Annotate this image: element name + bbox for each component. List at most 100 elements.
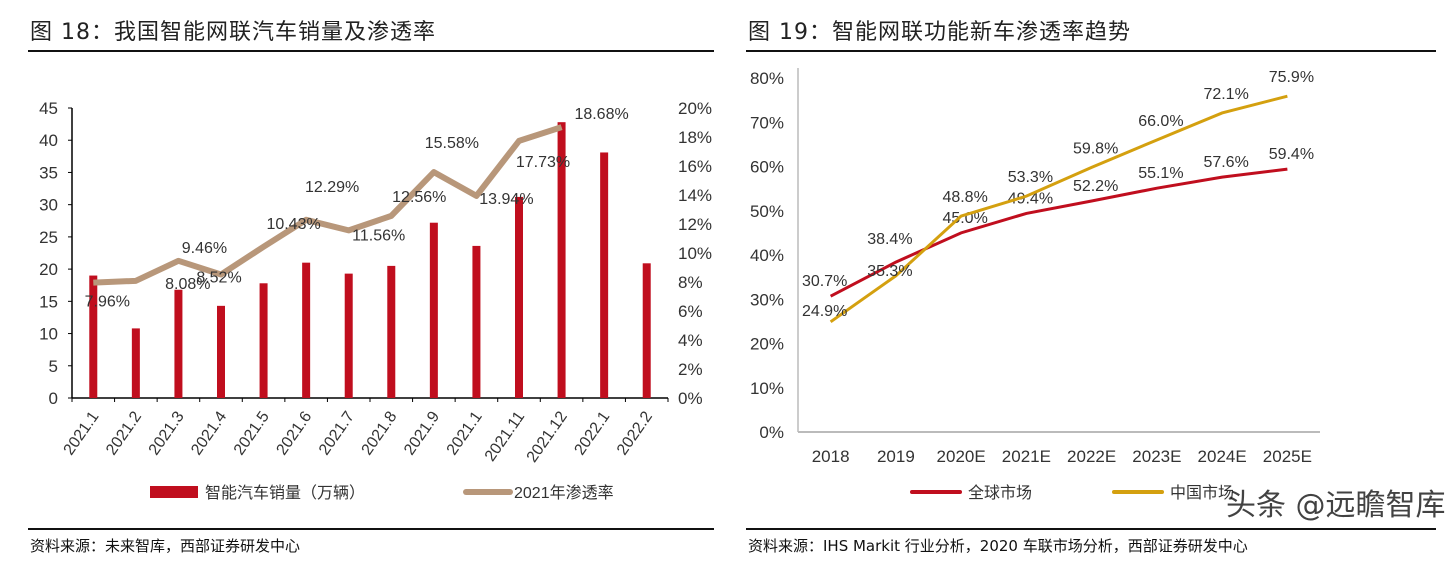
bar [515,196,523,398]
right-y-tick-label: 12% [678,215,712,234]
x-tick-label: 2021.4 [188,408,230,458]
left-y-tick-label: 40 [39,131,58,150]
data-label: 8.08% [165,276,210,293]
data-label: 53.3% [1008,169,1053,186]
left-y-tick-label: 15 [39,292,58,311]
bar [302,262,311,398]
y-tick-label: 10% [750,379,784,398]
bar [600,152,609,398]
y-tick-label: 40% [750,246,784,265]
data-label: 59.4% [1269,146,1314,163]
y-tick-label: 20% [750,335,784,354]
data-label: 15.58% [425,135,479,152]
x-tick-label: 2022E [1067,447,1116,466]
x-tick-label: 2022.1 [571,408,613,458]
right-y-tick-label: 2% [678,360,703,379]
left-y-tick-label: 0 [49,389,58,408]
data-label: 35.3% [867,263,912,280]
data-label: 24.9% [802,303,847,320]
right-y-tick-label: 10% [678,244,712,263]
x-tick-label: 2024E [1198,447,1247,466]
y-tick-label: 0% [759,423,784,442]
right-source: 资料来源：IHS Markit 行业分析，2020 车联市场分析，西部证券研发中… [748,537,1248,555]
data-label: 9.46% [182,240,227,257]
left-y-tick-label: 10 [39,325,58,344]
right-y-tick-label: 4% [678,331,703,350]
data-label: 18.68% [574,106,628,123]
right-y-tick-label: 16% [678,157,712,176]
right-title-rule [746,50,1436,52]
data-label: 12.29% [305,179,359,196]
bar [429,222,438,398]
legend-label-global: 全球市场 [968,484,1032,502]
x-tick-label: 2021E [1002,447,1051,466]
x-tick-label: 2020E [937,447,986,466]
left-y-tick-label: 45 [39,99,58,118]
data-label: 13.94% [479,191,533,208]
y-tick-label: 80% [750,69,784,88]
bar [387,265,396,398]
global-line [829,167,1288,298]
data-label: 11.56% [352,227,405,244]
right-y-tick-label: 14% [678,186,712,205]
bar [131,328,140,398]
bar [557,122,566,398]
data-label: 30.7% [802,273,847,290]
x-tick-label: 2021.9 [401,408,443,458]
data-label: 7.96% [85,294,130,311]
data-label: 10.43% [266,216,320,233]
legend-label-rate: 2021年渗透率 [514,484,614,502]
legend-label-sales: 智能汽车销量（万辆） [205,484,365,502]
bar [217,305,225,398]
x-tick-label: 2021.2 [103,408,145,458]
left-y-tick-label: 20 [39,260,58,279]
data-label: 72.1% [1203,86,1248,103]
bar [472,245,481,398]
left-y-tick-label: 30 [39,196,58,215]
x-tick-label: 2021.11 [482,408,528,464]
x-tick-label: 2023E [1132,447,1181,466]
x-tick-label: 2018 [812,447,850,466]
watermark: 头条 @远瞻智库 [1226,488,1446,523]
data-label: 59.8% [1073,140,1118,157]
data-label: 38.4% [867,231,912,248]
right-source-rule [746,528,1436,530]
x-tick-label: 2021.1 [61,408,103,458]
data-label: 57.6% [1203,154,1248,171]
x-tick-label: 2021.3 [146,408,188,458]
y-tick-label: 30% [750,290,784,309]
china-line [829,94,1288,324]
x-tick-label: 2019 [877,447,915,466]
bar [344,273,353,398]
legend-swatch-sales [150,486,198,498]
penetration-line [93,124,563,286]
left-y-tick-label: 25 [39,228,58,247]
x-tick-label: 2021.12 [524,408,571,465]
x-tick-label: 2025E [1263,447,1312,466]
data-label: 12.56% [392,189,446,206]
x-tick-label: 2022.2 [614,408,656,458]
data-label: 17.73% [516,154,570,171]
data-label: 75.9% [1269,69,1314,86]
data-label: 8.52% [196,269,241,286]
right-y-tick-label: 20% [678,99,712,118]
data-label: 49.4% [1008,190,1053,207]
y-tick-label: 70% [750,113,784,132]
data-label: 66.0% [1138,113,1183,130]
left-source: 资料来源：未来智库，西部证券研发中心 [30,537,301,555]
bar [89,275,98,398]
left-chart-title: 图 18：我国智能网联汽车销量及渗透率 [30,20,436,45]
bar [642,263,651,398]
x-tick-label: 2021.1 [444,408,486,458]
right-y-tick-label: 8% [678,273,703,292]
y-tick-label: 50% [750,202,784,221]
x-tick-label: 2021.5 [231,408,273,458]
x-tick-label: 2021.7 [316,408,358,458]
left-y-tick-label: 5 [49,357,58,376]
x-tick-label: 2021.8 [359,408,401,458]
data-label: 52.2% [1073,178,1118,195]
bar [174,289,183,398]
right-chart-title: 图 19：智能网联功能新车渗透率趋势 [748,20,1131,45]
data-label: 55.1% [1138,165,1183,182]
right-chart: 0% 10% 20% 30% 40% 50% 60% 70% 80% 2018 2019 2020E 2… [750,68,1320,502]
